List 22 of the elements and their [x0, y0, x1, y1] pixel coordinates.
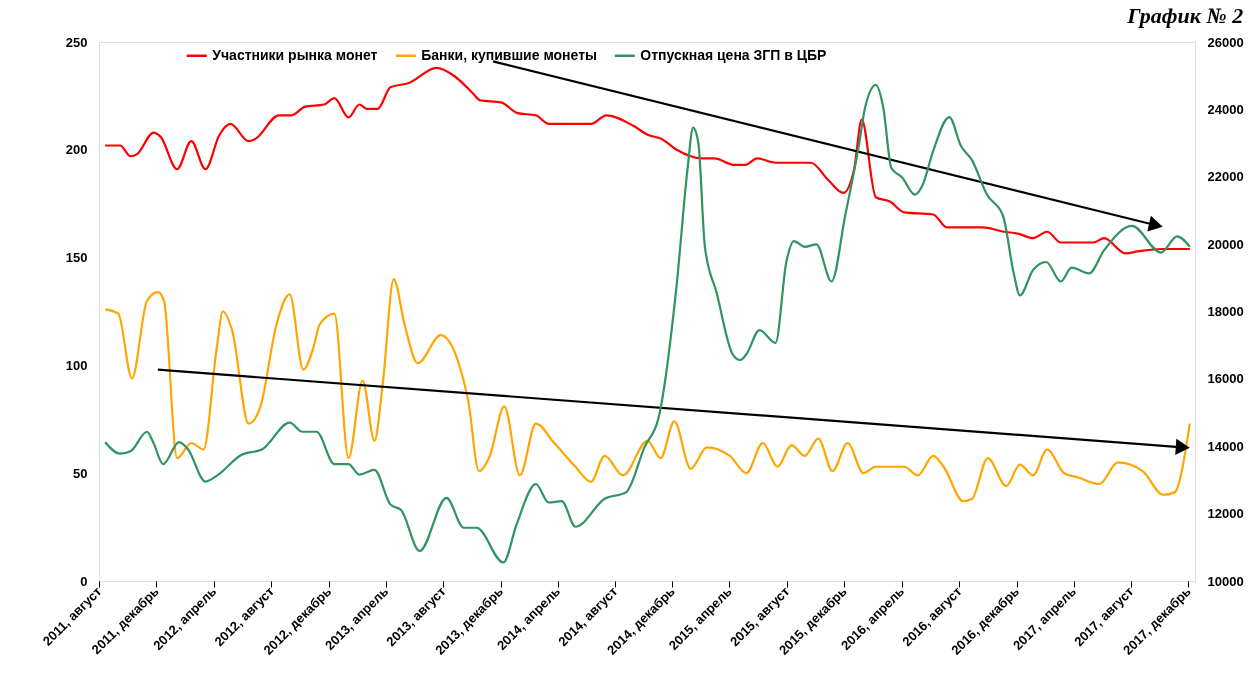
- y2-tick-label: 22000: [1207, 169, 1244, 185]
- y2-tick-label: 20000: [1207, 236, 1244, 252]
- chart-title: График № 2: [1126, 3, 1244, 28]
- y-tick-label: 250: [65, 34, 88, 50]
- y-tick-label: 150: [65, 250, 88, 266]
- y-tick-label: 200: [65, 142, 88, 158]
- y2-tick-label: 18000: [1207, 304, 1244, 319]
- y2-tick-label: 14000: [1207, 438, 1244, 454]
- line-series: [104, 66, 1191, 255]
- y-tick-label: 0: [80, 573, 88, 589]
- y2-tick-label: 26000: [1207, 34, 1244, 50]
- y-tick-label: 50: [73, 465, 88, 481]
- y2-tick-label: 12000: [1207, 506, 1244, 522]
- line-series: [104, 278, 1191, 503]
- legend-label: Отпускная цена ЗГП в ЦБР: [640, 46, 827, 63]
- y2-tick-label: 24000: [1207, 101, 1244, 117]
- y-tick-label: 100: [65, 357, 88, 373]
- legend-label: Участники рынка монет: [212, 46, 378, 63]
- y2-tick-label: 16000: [1207, 371, 1244, 387]
- legend-label: Банки, купившие монеты: [421, 46, 597, 63]
- line-series: [104, 83, 1191, 564]
- y2-tick-label: 10000: [1207, 573, 1244, 589]
